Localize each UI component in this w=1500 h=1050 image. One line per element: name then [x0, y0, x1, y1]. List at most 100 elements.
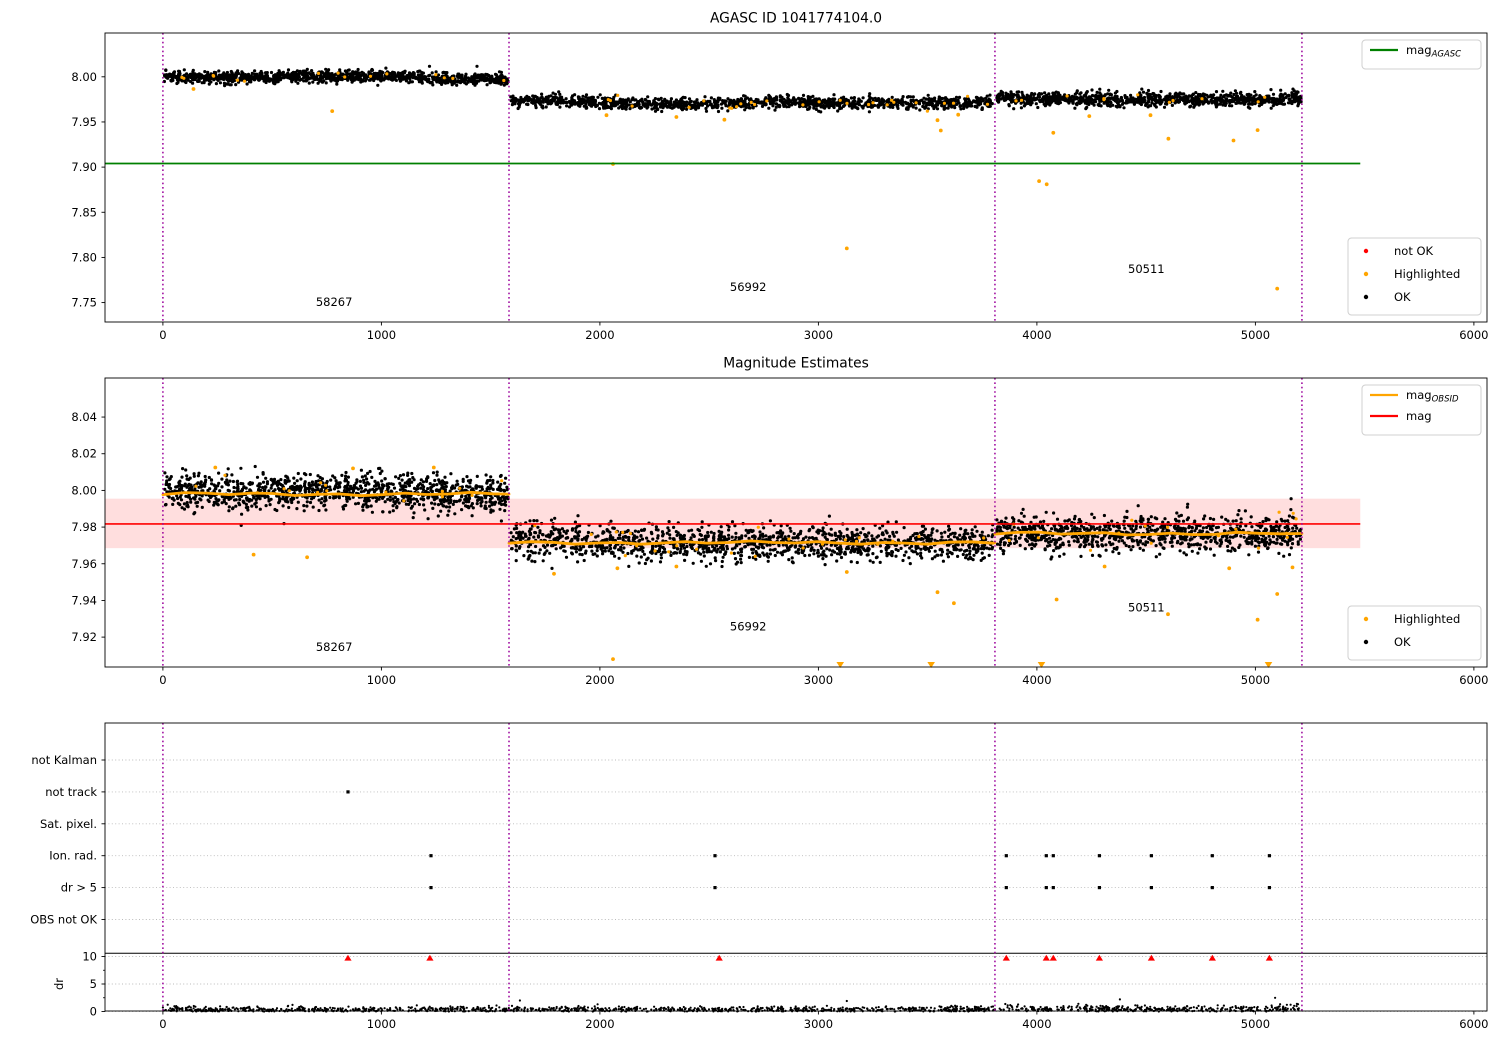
ok-point [470, 514, 474, 518]
ok-point [900, 98, 904, 102]
ok-point [361, 505, 365, 509]
ok-point [224, 73, 228, 77]
ok-point [1052, 94, 1056, 98]
ok-point [879, 549, 883, 554]
ok-point [163, 503, 168, 507]
ok-point [600, 96, 604, 100]
ok-point [1146, 88, 1151, 93]
ok-point [398, 474, 402, 478]
ok-point [388, 510, 392, 514]
ok-point [868, 96, 873, 100]
legend-label: Highlighted [1394, 267, 1460, 281]
ok-point [496, 75, 500, 79]
ok-point [1286, 101, 1291, 105]
ok-point [380, 72, 384, 76]
y-tick-label: 8.00 [71, 70, 97, 84]
ok-point [430, 71, 434, 75]
ok-point [391, 509, 395, 513]
ok-point [901, 95, 905, 99]
ok-point [649, 559, 654, 563]
ok-point [979, 96, 983, 100]
legend-label: OK [1394, 290, 1411, 304]
ok-point [1145, 91, 1149, 95]
ok-point [354, 502, 358, 506]
ok-point [351, 79, 355, 83]
ok-point [814, 107, 819, 111]
ok-point [426, 517, 430, 521]
ok-point [312, 77, 317, 81]
ok-point [1073, 106, 1077, 110]
ok-point [584, 93, 589, 97]
ok-point [242, 501, 246, 505]
ok-point [1253, 90, 1257, 94]
ok-point [1159, 89, 1163, 94]
ok-point [318, 475, 322, 480]
ok-point [545, 97, 549, 101]
ok-point [573, 93, 577, 97]
ok-point [775, 550, 780, 554]
ok-point [810, 100, 814, 104]
ok-point [1239, 95, 1243, 99]
ok-point [286, 71, 290, 75]
ok-point [264, 71, 268, 75]
ok-point [957, 95, 962, 99]
y-tick-label: 7.75 [71, 296, 97, 310]
ok-point [345, 499, 349, 503]
ok-point [212, 500, 216, 504]
ok-point [484, 500, 488, 504]
ok-point [980, 106, 984, 110]
ok-point [1206, 101, 1211, 105]
ok-point [366, 489, 370, 493]
ok-point [269, 70, 274, 75]
ok-point [284, 474, 288, 478]
ok-point [1009, 98, 1013, 102]
highlighted-outlier-point [1044, 182, 1049, 187]
ok-point [1120, 98, 1124, 103]
ok-point [1165, 98, 1169, 102]
ok-point [460, 508, 464, 512]
ok-point [465, 475, 469, 479]
ok-point [316, 487, 320, 491]
ok-point [505, 77, 509, 81]
highlighted-outlier-point [1148, 113, 1153, 118]
ok-point [959, 107, 963, 111]
ok-point [1107, 88, 1111, 92]
ok-point [223, 84, 227, 88]
ok-point [871, 103, 876, 108]
ok-point [540, 105, 544, 109]
ok-point [1032, 92, 1036, 97]
ok-point [208, 487, 212, 491]
ok-point [378, 76, 382, 80]
ok-point [247, 80, 252, 84]
ok-point [269, 486, 273, 490]
ok-point [1096, 103, 1100, 107]
ok-point [240, 77, 244, 82]
highlighted-outlier-point [191, 87, 196, 91]
ok-point [197, 78, 201, 82]
ok-point [1239, 101, 1243, 105]
ok-point [302, 509, 306, 513]
ok-point [786, 93, 791, 98]
ok-point [1130, 99, 1134, 103]
ok-point [348, 497, 352, 501]
ok-point [496, 480, 500, 484]
ok-point [257, 487, 261, 492]
ok-point [176, 77, 180, 81]
ok-point [739, 97, 743, 101]
ok-point [1081, 99, 1085, 103]
highlighted-point [1136, 93, 1140, 97]
obsid-label: 56992 [730, 280, 767, 294]
ok-point [792, 532, 796, 536]
ok-point [1242, 102, 1246, 106]
ok-point [930, 99, 935, 103]
ok-point [786, 101, 790, 105]
ok-point [398, 481, 402, 485]
ok-point [798, 98, 802, 102]
ok-point [660, 109, 664, 114]
ok-point [482, 75, 486, 79]
ok-point [633, 529, 638, 533]
ok-point [391, 482, 395, 486]
ok-point [432, 483, 436, 487]
ok-point [1159, 100, 1163, 104]
ok-point [847, 104, 852, 108]
